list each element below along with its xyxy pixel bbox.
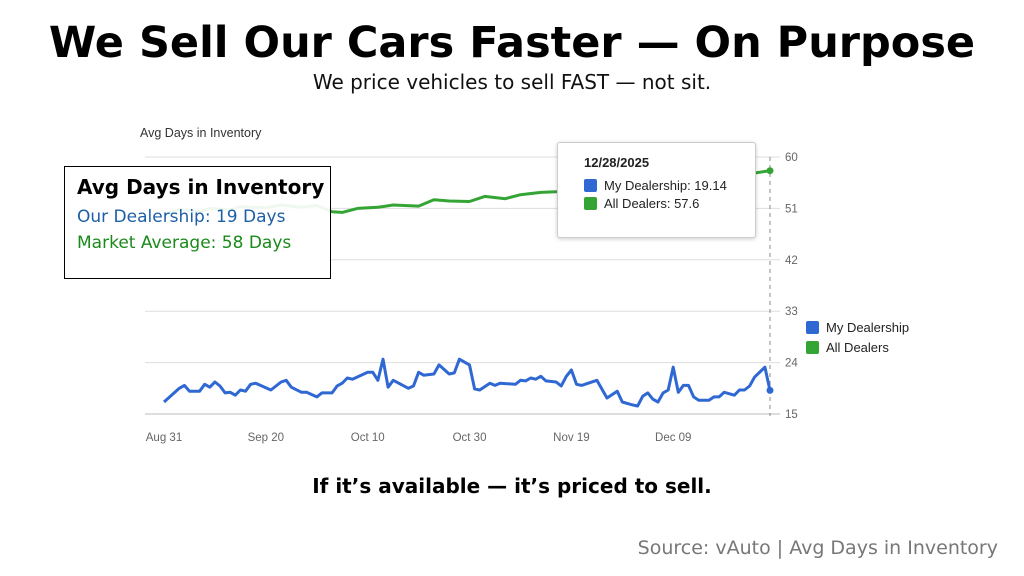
dealership-swatch-icon	[584, 179, 597, 192]
tooltip-all-dealers: All Dealers: 57.6	[604, 196, 700, 211]
tooltip-dealership: My Dealership: 19.14	[604, 178, 727, 193]
x-tick-label: Nov 19	[553, 432, 589, 444]
source-note: Source: vAuto | Avg Days in Inventory	[637, 537, 998, 559]
y-tick-label: 24	[785, 358, 798, 370]
summary-callout: Avg Days in Inventory Our Dealership: 19…	[64, 166, 331, 279]
y-tick-label: 15	[785, 409, 798, 421]
y-tick-label: 33	[785, 306, 798, 318]
x-tick-label: Oct 10	[351, 432, 385, 444]
page-title: We Sell Our Cars Faster — On Purpose	[48, 18, 976, 68]
tagline: If it’s available — it’s priced to sell.	[312, 474, 712, 498]
x-tick-label: Dec 09	[655, 432, 691, 444]
tooltip-date: 12/28/2025	[584, 155, 650, 170]
x-tick-label: Oct 30	[453, 432, 487, 444]
legend-item-my-dealership[interactable]: My Dealership	[806, 320, 909, 335]
chart-legend: My Dealership All Dealers	[806, 320, 909, 360]
y-axis-title: Avg Days in Inventory	[140, 126, 262, 140]
hover-point-all-dealers[interactable]	[766, 167, 774, 175]
legend-swatch-icon	[806, 321, 819, 334]
legend-item-all-dealers[interactable]: All Dealers	[806, 340, 909, 355]
callout-market: Market Average: 58 Days	[77, 233, 292, 253]
legend-swatch-icon	[806, 341, 819, 354]
x-tick-label: Aug 31	[146, 432, 182, 444]
series-line-my-dealership	[162, 357, 772, 408]
y-tick-label: 51	[785, 203, 798, 215]
hover-point-my-dealership[interactable]	[766, 386, 774, 394]
legend-label: My Dealership	[826, 320, 910, 335]
all-dealers-swatch-icon	[584, 197, 597, 210]
y-tick-label: 60	[785, 152, 798, 164]
callout-dealership: Our Dealership: 19 Days	[77, 207, 286, 227]
page-subtitle: We price vehicles to sell FAST — not sit…	[312, 70, 712, 94]
y-tick-label: 42	[785, 255, 798, 267]
x-tick-label: Sep 20	[248, 432, 284, 444]
callout-heading: Avg Days in Inventory	[77, 175, 325, 199]
chart-tooltip: 12/28/2025 My Dealership: 19.14 All Deal…	[557, 142, 756, 238]
legend-label: All Dealers	[826, 340, 889, 355]
